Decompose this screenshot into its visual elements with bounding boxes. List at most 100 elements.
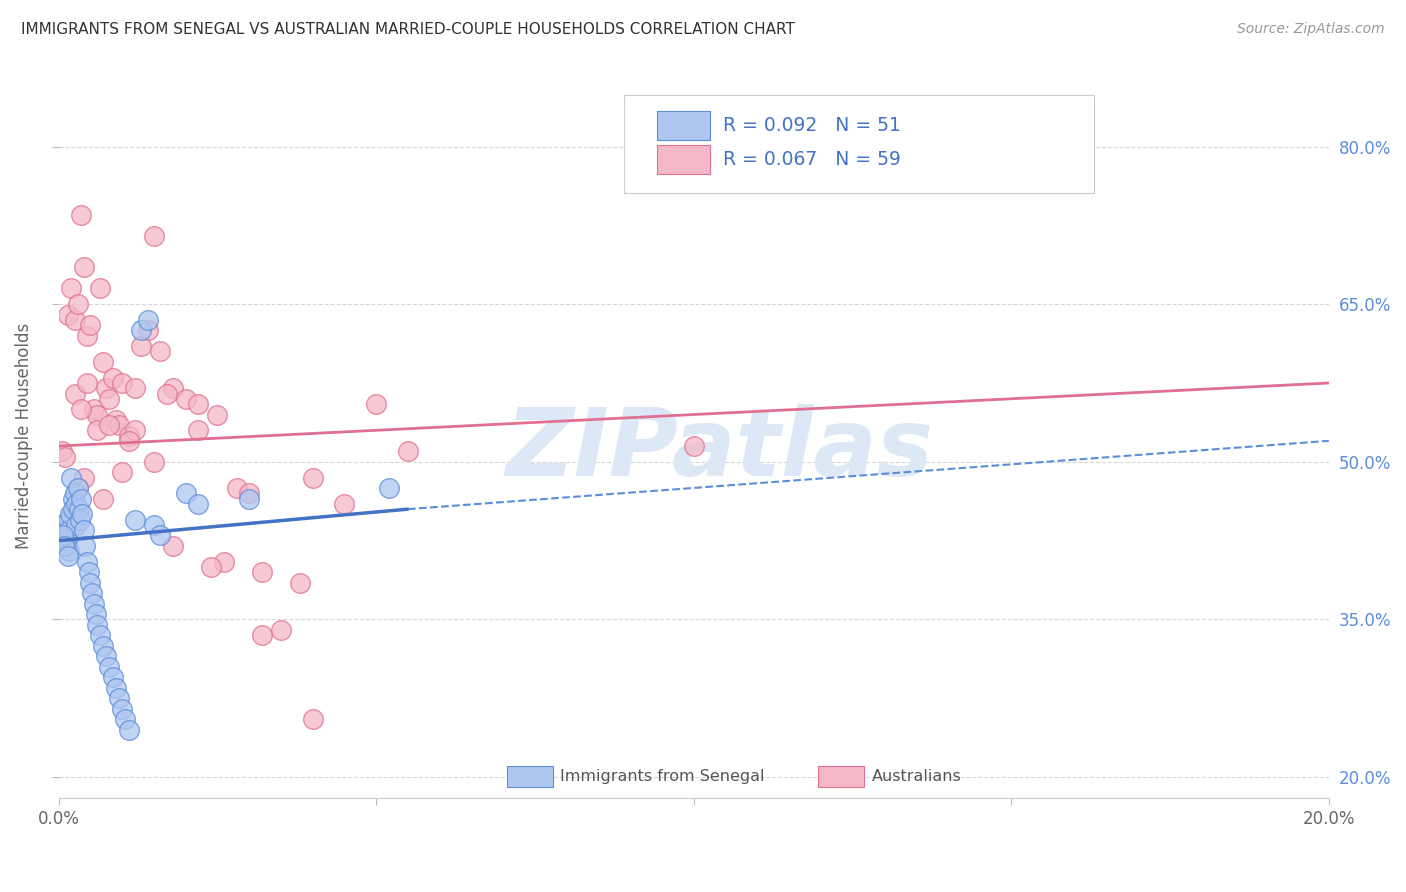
Point (682, 439, 704, 453)
Point (75, 539, 97, 553)
Point (200, 560, 222, 574)
Point (79, 318, 101, 333)
Point (65, 497, 87, 511)
Point (91, 491, 114, 506)
Point (142, 517, 165, 532)
Text: Source: ZipAtlas.com: Source: ZipAtlas.com (1237, 22, 1385, 37)
Point (76, 328, 98, 343)
FancyBboxPatch shape (624, 95, 1094, 193)
Point (56, 549, 79, 564)
Text: Australians: Australians (872, 769, 962, 784)
Point (142, 455, 165, 469)
Point (142, 228, 165, 243)
Point (70, 508, 93, 522)
Point (60, 281, 83, 295)
Point (59, 508, 82, 522)
Point (114, 712, 136, 726)
Point (149, 528, 172, 542)
Point (98, 392, 121, 406)
Point (53, 450, 76, 464)
Point (212, 555, 235, 569)
Point (301, 470, 323, 484)
Y-axis label: Married-couple Households: Married-couple Households (15, 322, 32, 549)
Point (63, 313, 86, 327)
Point (101, 370, 124, 384)
Text: IMMIGRANTS FROM SENEGAL VS AUSTRALIAN MARRIED-COUPLE HOUSEHOLDS CORRELATION CHAR: IMMIGRANTS FROM SENEGAL VS AUSTRALIAN MA… (21, 22, 794, 37)
Point (333, 497, 356, 511)
Point (56, 539, 79, 553)
Point (84, 607, 107, 622)
Point (156, 386, 179, 401)
Point (104, 413, 127, 427)
Point (89, 281, 111, 295)
Point (53, 533, 76, 548)
Point (238, 491, 260, 506)
Point (63, 386, 86, 401)
Point (58, 523, 80, 537)
Point (69, 513, 91, 527)
Point (62, 491, 84, 506)
Point (51, 528, 73, 542)
Point (70, 491, 93, 506)
Point (96, 381, 118, 395)
Point (225, 481, 247, 495)
Point (117, 434, 139, 448)
Point (80, 586, 103, 600)
Point (58, 513, 80, 527)
Point (98, 418, 121, 433)
Point (67, 502, 90, 516)
FancyBboxPatch shape (657, 112, 710, 140)
Point (270, 623, 292, 637)
Point (73, 470, 96, 484)
Point (60, 470, 83, 484)
Point (62, 502, 84, 516)
Point (70, 402, 93, 417)
Point (129, 339, 152, 353)
Point (108, 418, 131, 433)
Point (187, 497, 209, 511)
Point (58, 308, 80, 322)
Point (250, 628, 273, 642)
Text: R = 0.092   N = 51: R = 0.092 N = 51 (723, 116, 901, 135)
Point (96, 649, 118, 664)
Point (301, 712, 323, 726)
FancyBboxPatch shape (657, 145, 710, 174)
Point (124, 513, 146, 527)
Point (83, 402, 105, 417)
Point (79, 575, 101, 590)
Point (111, 376, 134, 390)
Point (86, 408, 108, 422)
Point (51, 444, 73, 458)
Point (73, 260, 96, 275)
Point (124, 381, 146, 395)
Point (91, 355, 114, 369)
Point (76, 376, 98, 390)
Point (70, 208, 93, 222)
Point (77, 565, 100, 579)
Point (136, 323, 159, 337)
Point (162, 381, 184, 395)
Text: ZIPatlas: ZIPatlas (505, 404, 934, 496)
Point (207, 408, 229, 422)
Point (89, 628, 111, 642)
Point (83, 597, 105, 611)
Point (149, 344, 172, 359)
Point (250, 565, 273, 579)
Point (124, 423, 146, 437)
Point (396, 444, 419, 458)
Point (117, 723, 139, 737)
Point (58, 544, 80, 558)
Point (111, 466, 134, 480)
Point (136, 313, 159, 327)
Point (101, 670, 124, 684)
Point (53, 539, 76, 553)
Point (98, 659, 121, 673)
Point (76, 555, 98, 569)
Point (117, 428, 139, 442)
Point (238, 486, 260, 500)
Point (51, 517, 73, 532)
Point (63, 486, 86, 500)
Point (52, 523, 75, 537)
Point (174, 486, 197, 500)
Point (66, 481, 89, 495)
